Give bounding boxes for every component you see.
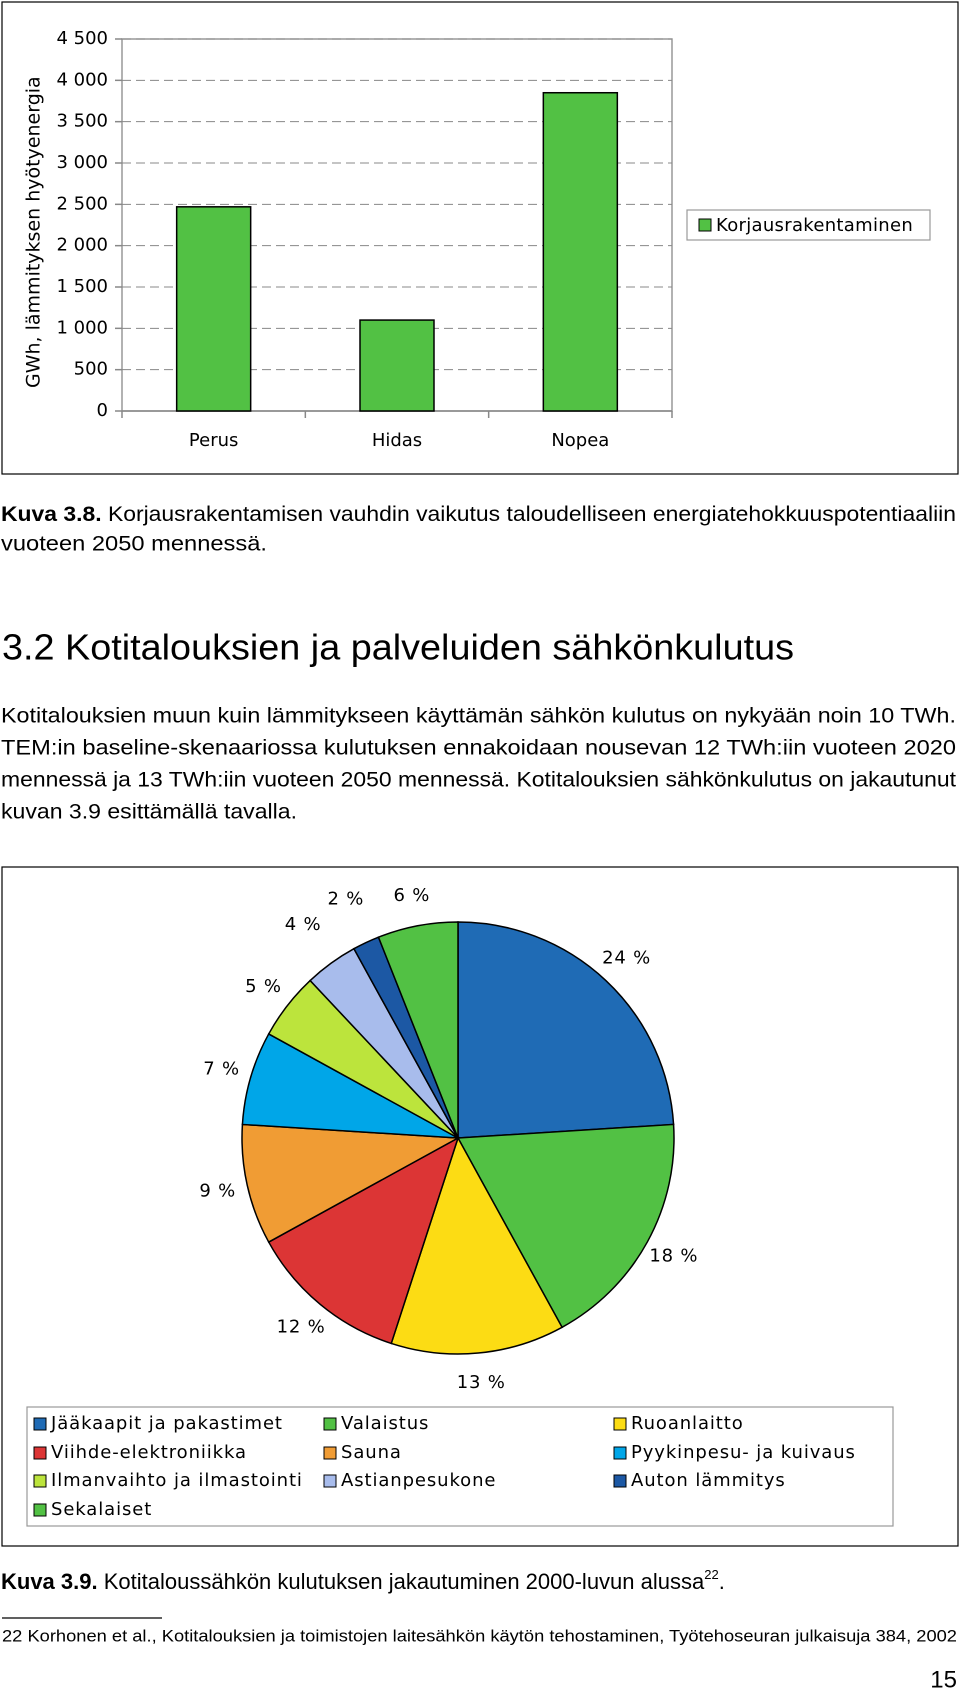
caption-label: Kuva 3.8.	[1, 503, 102, 526]
paragraph-line: kuvan 3.9 esittämällä tavalla.	[1, 801, 297, 824]
caption-text: Kotitaloussähkön kulutuksen jakautuminen…	[104, 1569, 705, 1594]
data-label: 24 %	[602, 947, 651, 968]
x-tick-label: Hidas	[372, 430, 422, 451]
legend-box	[686, 209, 931, 241]
legend-marker	[323, 1474, 337, 1488]
pie-slice	[267, 1136, 460, 1345]
bar	[359, 319, 435, 412]
pie-slice	[241, 1123, 461, 1244]
caption-label: Kuva 3.9.	[1, 1569, 98, 1594]
legend-marker	[698, 218, 712, 232]
paragraph-line: Kotitalouksien muun kuin lämmitykseen kä…	[1, 705, 956, 728]
legend-marker	[33, 1474, 47, 1488]
legend-label: Auton lämmitys	[631, 1470, 786, 1491]
data-label: 2 %	[327, 889, 364, 910]
pie-chart: 24 % 18 % 13 % 12 % 9 % 7 % 5 % 4 %2 % 6 % Jääkaa…	[26, 885, 894, 1527]
page-number: 15	[930, 1666, 957, 1693]
y-tick-label: 4 000	[56, 69, 108, 90]
y-tick-label: 500	[74, 359, 108, 380]
legend-marker	[323, 1446, 337, 1460]
legend-label: Pyykinpesu- ja kuivaus	[631, 1442, 856, 1463]
y-tick-label: 3 000	[56, 152, 108, 173]
legend-marker	[613, 1474, 627, 1488]
pie-slice	[377, 921, 459, 1139]
y-tick-label: 2 000	[56, 235, 108, 256]
legend-label: Valaistus	[341, 1413, 429, 1434]
x-tick-label: Nopea	[551, 430, 609, 451]
data-label: 6 %	[394, 885, 431, 906]
bar-chart: 0 500 1 000 1 500 2 000 2 500 3 000 3 500 4 000 4…	[23, 28, 931, 451]
pie-slice	[390, 1136, 564, 1355]
pie-slice	[456, 1123, 675, 1329]
caption-text: Korjausrakentamisen vauhdin vaikutus tal…	[108, 503, 956, 526]
bar	[542, 91, 619, 412]
legend-label: Astianpesukone	[341, 1470, 496, 1491]
legend-marker	[613, 1446, 627, 1460]
paragraph-line: mennessä ja 13 TWh:iin vuoteen 2050 menn…	[1, 769, 956, 792]
y-tick-label: 4 500	[56, 28, 108, 49]
pie-slice	[457, 921, 675, 1139]
footnote-ref: 22	[704, 1567, 718, 1582]
legend-label: Sekalaiset	[51, 1499, 152, 1520]
data-label: 7 %	[203, 1058, 240, 1079]
legend-label: Jääkaapit ja pakastimet	[50, 1413, 283, 1434]
data-label: 12 %	[277, 1317, 326, 1338]
data-label: 9 %	[199, 1181, 236, 1202]
paragraph-line: TEM:in baseline-skenaariossa kulutuksen …	[1, 737, 956, 760]
x-tick-label: Perus	[189, 430, 238, 451]
legend-label: Ilmanvaihto ja ilmastointi	[51, 1470, 303, 1491]
figure-caption: Kuva 3.9. Kotitaloussähkön kulutuksen ja…	[1, 1567, 725, 1593]
footnote: 22 Korhonen et al., Kotitalouksien ja to…	[2, 1626, 957, 1645]
y-tick-label: 3 500	[56, 111, 108, 132]
legend-label: Ruoanlaitto	[631, 1413, 744, 1434]
legend-label: Korjausrakentaminen	[716, 215, 913, 236]
y-tick-label: 1 000	[56, 317, 108, 338]
caption-end: .	[719, 1569, 725, 1594]
y-tick-label: 2 500	[56, 193, 108, 214]
data-label: 18 %	[649, 1246, 698, 1267]
legend-marker	[33, 1417, 47, 1431]
legend-marker	[613, 1417, 627, 1431]
legend-label: Sauna	[341, 1442, 402, 1463]
legend-marker	[33, 1446, 47, 1460]
y-tick-label: 0	[97, 400, 108, 421]
y-axis-label: GWh, lämmityksen hyötyenergia	[23, 76, 45, 388]
data-label: 5 %	[245, 976, 282, 997]
figure-caption: Kuva 3.8. Korjausrakentamisen vauhdin va…	[1, 503, 956, 526]
section-heading: 3.2 Kotitalouksien ja palveluiden sähkön…	[2, 627, 794, 668]
legend-label: Viihde-elektroniikka	[51, 1442, 247, 1463]
legend-box	[26, 1406, 894, 1527]
caption-text: vuoteen 2050 mennessä.	[1, 533, 267, 556]
bar	[175, 206, 252, 412]
legend-marker	[323, 1417, 337, 1431]
legend-marker	[33, 1503, 47, 1517]
data-label: 13 %	[457, 1372, 506, 1393]
data-label: 4 %	[285, 914, 322, 935]
y-axis-label-clip: GWh, lämmityksen hyötyenergia	[23, 76, 45, 388]
y-tick-label: 1 500	[56, 276, 108, 297]
